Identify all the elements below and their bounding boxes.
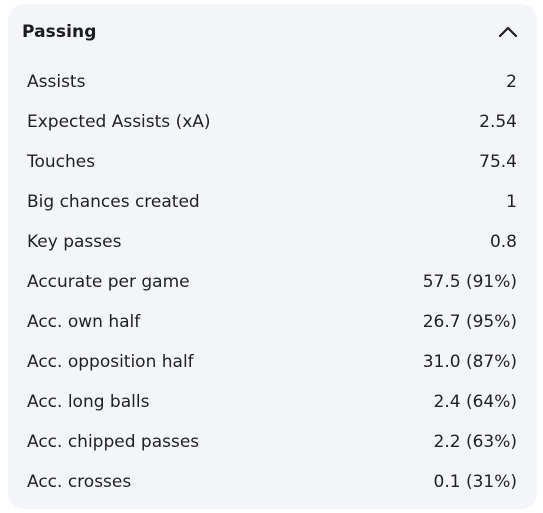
chevron-up-icon[interactable] [497,21,519,43]
stat-label: Acc. crosses [27,472,132,492]
stat-row: Acc. crosses 0.1 (31%) [8,462,537,502]
stat-value: 2.4 (64%) [433,392,518,412]
passing-stats-panel: Passing Assists 2 Expected Assists (xA) … [8,4,537,509]
stat-row: Acc. chipped passes 2.2 (63%) [8,422,537,462]
stat-row: Big chances created 1 [8,182,537,222]
stat-row: Accurate per game 57.5 (91%) [8,262,537,302]
stat-value: 2 [506,72,517,92]
stat-label: Touches [27,152,96,172]
stat-row: Touches 75.4 [8,142,537,182]
stat-label: Acc. chipped passes [27,432,200,452]
stat-row: Acc. opposition half 31.0 (87%) [8,342,537,382]
stat-label: Accurate per game [27,272,190,292]
stat-row: Acc. own half 26.7 (95%) [8,302,537,342]
stat-value: 0.8 [489,232,517,252]
stat-value: 2.54 [479,112,517,132]
stats-list: Assists 2 Expected Assists (xA) 2.54 Tou… [8,62,537,502]
section-header[interactable]: Passing [8,4,537,60]
stat-row: Key passes 0.8 [8,222,537,262]
stat-value: 57.5 (91%) [422,272,517,292]
stat-value: 26.7 (95%) [422,312,517,332]
stat-label: Assists [27,72,86,92]
stat-label: Key passes [27,232,122,252]
stat-row: Assists 2 [8,62,537,102]
stat-label: Acc. opposition half [27,352,194,372]
stat-label: Acc. long balls [27,392,150,412]
stat-value: 0.1 (31%) [433,472,518,492]
stat-value: 1 [506,192,517,212]
section-title: Passing [22,22,97,42]
stat-row: Acc. long balls 2.4 (64%) [8,382,537,422]
stat-value: 31.0 (87%) [422,352,517,372]
stat-label: Acc. own half [27,312,141,332]
stat-label: Big chances created [27,192,200,212]
stat-row: Expected Assists (xA) 2.54 [8,102,537,142]
stat-label: Expected Assists (xA) [27,112,211,132]
stat-value: 2.2 (63%) [433,432,518,452]
stat-value: 75.4 [479,152,517,172]
